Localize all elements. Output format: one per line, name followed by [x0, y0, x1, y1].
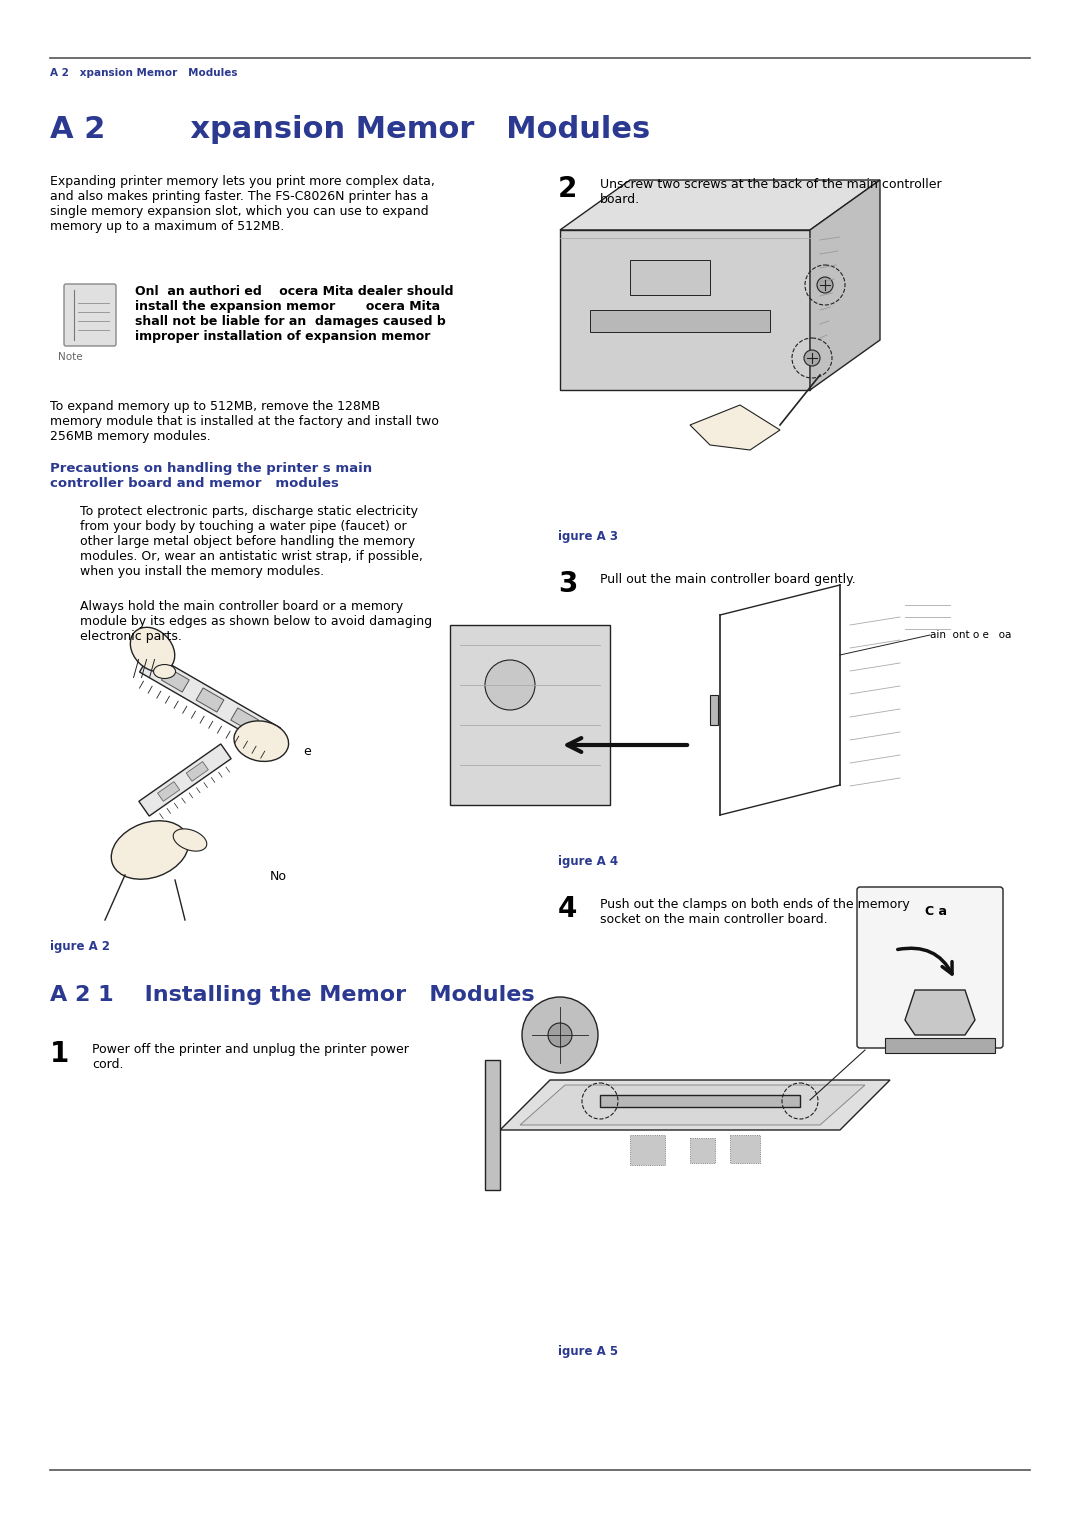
Polygon shape — [561, 231, 810, 390]
Bar — [710, 695, 718, 724]
Ellipse shape — [234, 721, 288, 761]
Text: e: e — [303, 746, 311, 758]
Polygon shape — [690, 405, 780, 451]
Polygon shape — [519, 1085, 865, 1125]
Text: Always hold the main controller board or a memory
module by its edges as shown b: Always hold the main controller board or… — [80, 601, 432, 643]
Bar — [590, 310, 770, 332]
Text: Push out the clamps on both ends of the memory
socket on the main controller boa: Push out the clamps on both ends of the … — [600, 898, 909, 926]
Ellipse shape — [131, 628, 175, 672]
Text: A 2   xpansion Memor   Modules: A 2 xpansion Memor Modules — [50, 69, 238, 78]
Circle shape — [816, 277, 833, 293]
FancyBboxPatch shape — [858, 886, 1003, 1048]
Text: 3: 3 — [558, 570, 578, 597]
Text: 2: 2 — [558, 176, 578, 203]
Bar — [690, 1138, 715, 1163]
Text: Onl  an authori ed    ocera Mita dealer should
install the expansion memor      : Onl an authori ed ocera Mita dealer shou… — [135, 286, 454, 342]
Text: Precautions on handling the printer s main
controller board and memor   modules: Precautions on handling the printer s ma… — [50, 461, 373, 490]
Text: igure A 2: igure A 2 — [50, 940, 110, 953]
Polygon shape — [186, 761, 208, 781]
Text: Note: Note — [57, 351, 82, 362]
Text: igure A 5: igure A 5 — [558, 1345, 618, 1358]
Bar — [630, 260, 710, 295]
Ellipse shape — [111, 821, 189, 879]
Polygon shape — [139, 652, 281, 747]
Polygon shape — [231, 707, 258, 732]
Text: igure A 4: igure A 4 — [558, 856, 618, 868]
Ellipse shape — [173, 828, 206, 851]
Text: Expanding printer memory lets you print more complex data,
and also makes printi: Expanding printer memory lets you print … — [50, 176, 435, 232]
Text: igure A 3: igure A 3 — [558, 530, 618, 542]
Polygon shape — [810, 180, 880, 390]
Circle shape — [522, 996, 598, 1073]
Bar — [885, 1038, 995, 1053]
Polygon shape — [500, 1080, 890, 1131]
Bar — [630, 1135, 665, 1164]
Polygon shape — [162, 668, 189, 692]
Text: A 2 1    Installing the Memor   Modules: A 2 1 Installing the Memor Modules — [50, 986, 535, 1005]
Text: Pull out the main controller board gently.: Pull out the main controller board gentl… — [600, 573, 855, 587]
Polygon shape — [139, 744, 231, 816]
Text: Unscrew two screws at the back of the main controller
board.: Unscrew two screws at the back of the ma… — [600, 177, 942, 206]
Circle shape — [485, 660, 535, 711]
Circle shape — [548, 1024, 572, 1047]
Polygon shape — [158, 782, 179, 801]
Bar — [450, 625, 610, 805]
Bar — [485, 1060, 500, 1190]
Text: A 2        xpansion Memor   Modules: A 2 xpansion Memor Modules — [50, 115, 650, 144]
Text: 4: 4 — [558, 895, 578, 923]
Ellipse shape — [153, 665, 176, 678]
Text: C a: C a — [924, 905, 947, 918]
Polygon shape — [197, 688, 224, 712]
Bar — [730, 1135, 760, 1163]
Text: To expand memory up to 512MB, remove the 128MB
memory module that is installed a: To expand memory up to 512MB, remove the… — [50, 400, 438, 443]
Bar — [600, 1096, 800, 1106]
Polygon shape — [561, 180, 880, 231]
FancyBboxPatch shape — [64, 284, 116, 345]
Text: No: No — [270, 869, 287, 883]
Text: Power off the printer and unplug the printer power
cord.: Power off the printer and unplug the pri… — [92, 1044, 409, 1071]
Text: To protect electronic parts, discharge static electricity
from your body by touc: To protect electronic parts, discharge s… — [80, 504, 423, 578]
Circle shape — [804, 350, 820, 367]
Text: ain  ont o e   oa: ain ont o e oa — [930, 630, 1011, 640]
Polygon shape — [905, 990, 975, 1034]
Text: 1: 1 — [50, 1041, 69, 1068]
